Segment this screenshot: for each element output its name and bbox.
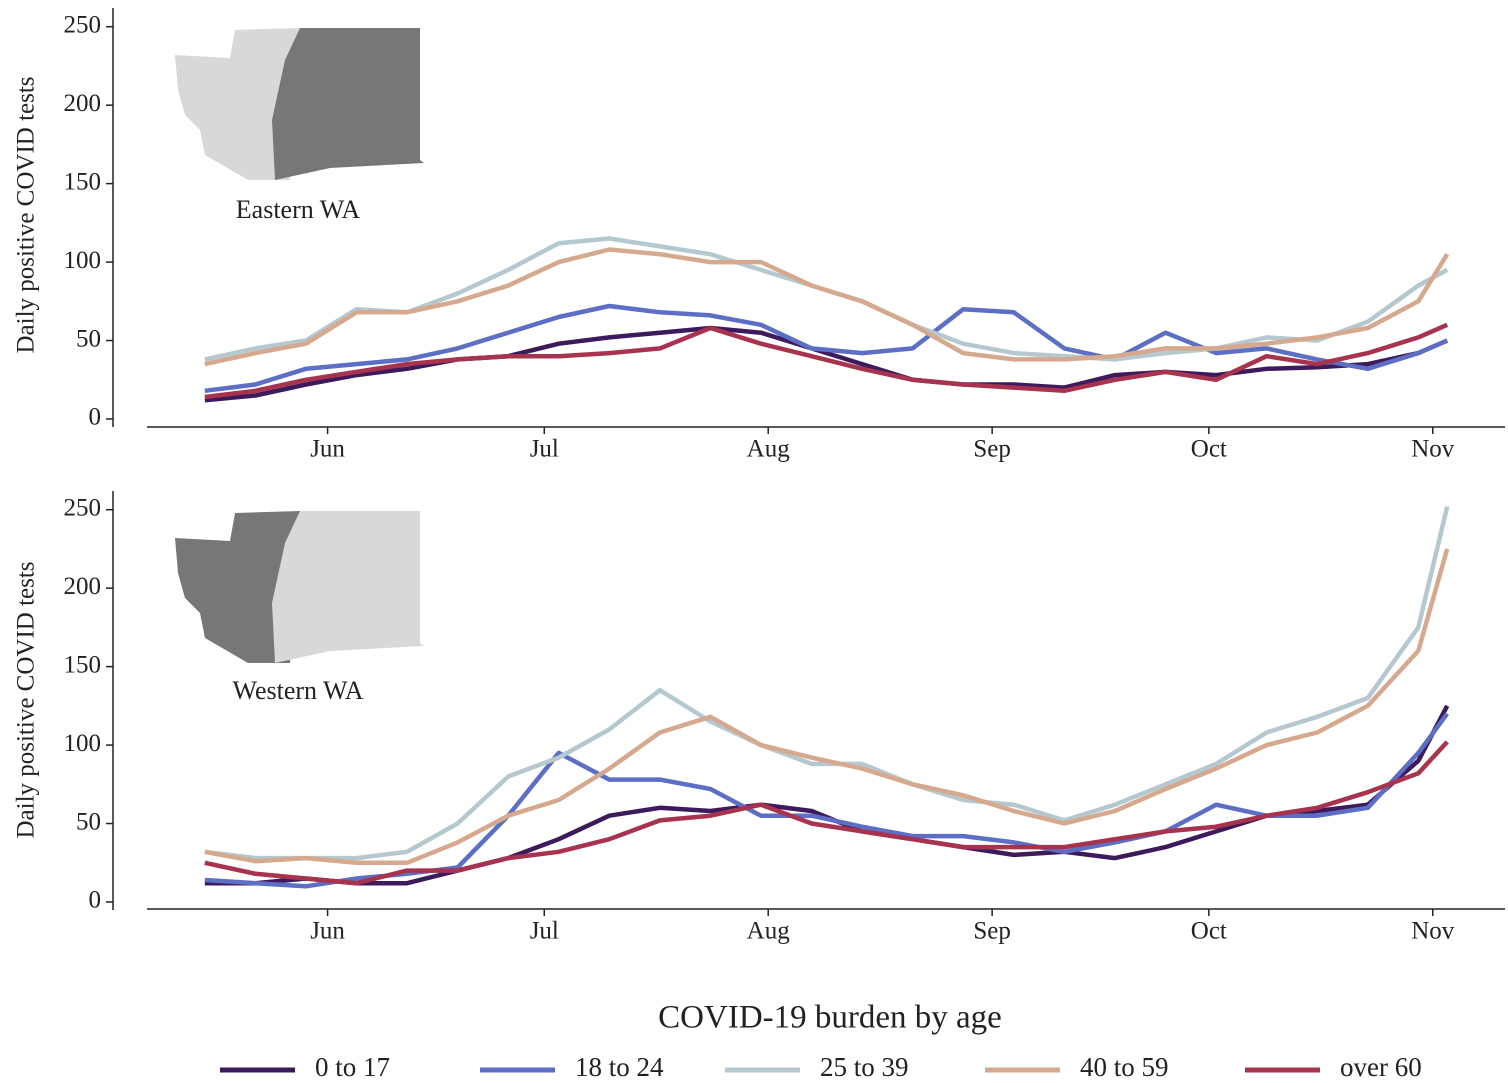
map-western — [175, 511, 424, 663]
x-tick-label: Sep — [973, 918, 1011, 945]
y-tick-label: 100 — [64, 730, 102, 757]
legend-label: 25 to 39 — [820, 1052, 909, 1082]
series-line — [204, 325, 1449, 403]
x-tick-label: Aug — [747, 436, 791, 463]
y-tick-label: 100 — [64, 247, 102, 274]
series-line — [204, 247, 1450, 367]
y-tick-label: 50 — [76, 325, 101, 352]
x-tick-label: Jul — [530, 436, 559, 463]
x-tick-label: Nov — [1411, 918, 1455, 945]
map-eastern — [175, 28, 424, 180]
y-tick-label: 200 — [64, 573, 102, 600]
series-line — [204, 236, 1449, 362]
y-tick-label: 250 — [64, 494, 102, 521]
y-tick-label: 250 — [64, 11, 102, 38]
x-tick-label: Oct — [1191, 918, 1227, 945]
y-axis-label: Daily positive COVID tests — [13, 76, 40, 353]
legend-label: 18 to 24 — [575, 1052, 664, 1082]
x-tick-label: Nov — [1411, 436, 1455, 463]
x-tick-label: Jun — [310, 436, 345, 463]
x-tick-label: Oct — [1191, 436, 1227, 463]
y-tick-label: 0 — [89, 404, 102, 431]
series-line — [204, 704, 1450, 886]
x-tick-label: Aug — [747, 918, 791, 945]
y-tick-label: 200 — [64, 90, 102, 117]
region-label: Western WA — [232, 676, 363, 705]
series-line — [204, 548, 1450, 866]
legend-label: 40 to 59 — [1080, 1052, 1169, 1082]
y-tick-label: 50 — [76, 808, 101, 835]
x-tick-label: Jul — [530, 918, 559, 945]
series-line — [204, 712, 1450, 889]
series-line — [204, 322, 1449, 400]
y-tick-label: 150 — [64, 651, 102, 678]
series-line — [204, 303, 1449, 394]
region-label: Eastern WA — [236, 195, 361, 224]
legend-title: COVID-19 burden by age — [658, 1000, 1002, 1036]
y-axis-label: Daily positive COVID tests — [13, 561, 40, 838]
x-tick-label: Sep — [973, 436, 1011, 463]
y-tick-label: 150 — [64, 168, 102, 195]
legend-label: 0 to 17 — [315, 1052, 390, 1082]
x-tick-label: Jun — [310, 918, 345, 945]
y-tick-label: 0 — [89, 887, 102, 914]
series-line — [204, 740, 1449, 886]
legend-label: over 60 — [1340, 1052, 1422, 1082]
